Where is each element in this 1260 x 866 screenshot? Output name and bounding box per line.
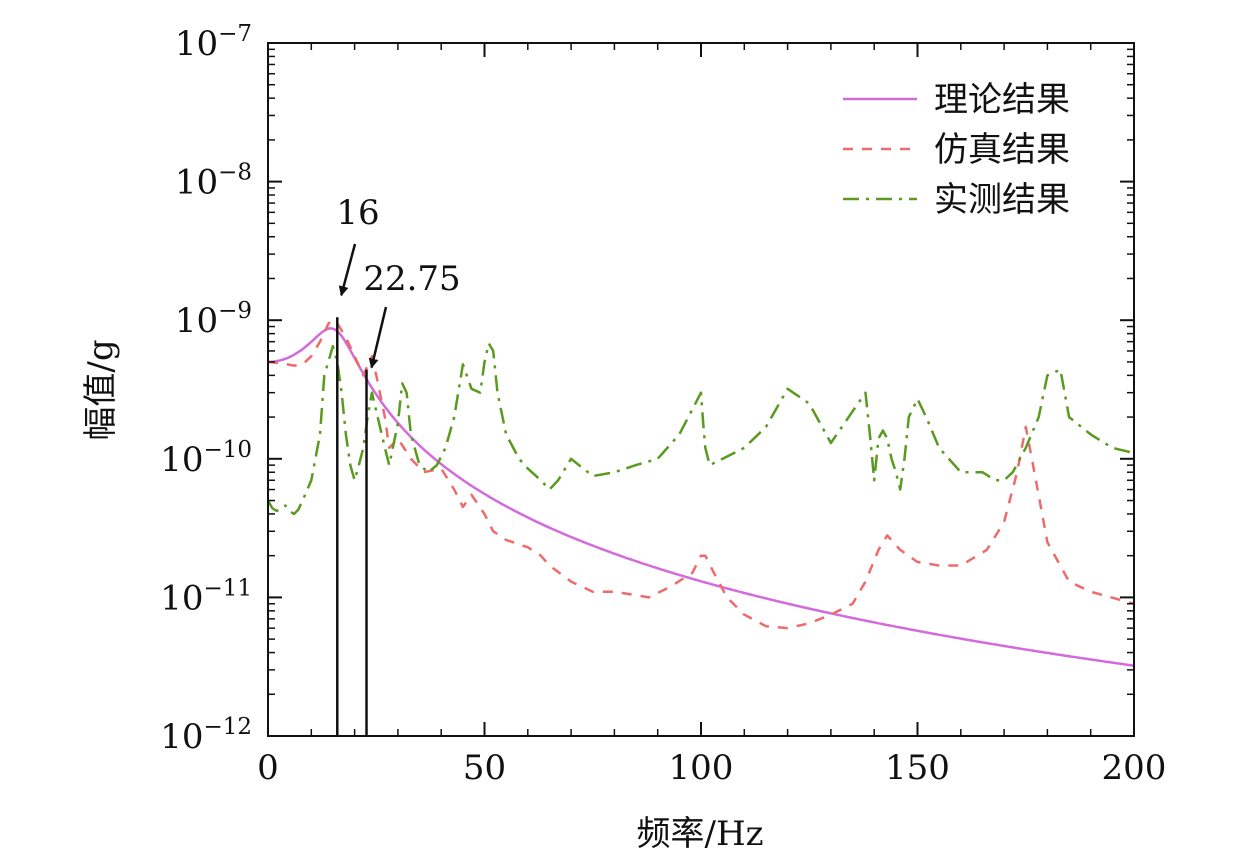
resonance-label: 16 [336, 193, 379, 233]
legend-label-2: 仿真结果 [934, 130, 1070, 170]
secondary-label: 22.75 [363, 259, 460, 299]
y-tick-label: 10−7 [175, 21, 252, 64]
y-tick-label: 10−11 [160, 575, 252, 618]
x-tick-label: 0 [257, 748, 279, 788]
x-tick-label: 50 [463, 748, 506, 788]
y-tick-label: 10−9 [175, 298, 252, 341]
axis-ticks [267, 42, 1135, 737]
annotations: 16 22.75 [336, 193, 461, 736]
y-axis-title: 幅值/g [81, 339, 121, 440]
secondary-marker-arrow [368, 306, 388, 369]
legend-label-3: 实测结果 [934, 180, 1070, 220]
y-tick-label: 10−8 [175, 160, 252, 203]
x-axis-title: 频率/Hz [636, 814, 763, 854]
x-tick-label: 200 [1102, 748, 1167, 788]
x-tick-label: 150 [885, 748, 950, 788]
series-line-3 [268, 342, 1134, 516]
series-line-2 [268, 318, 1134, 630]
series-line-1 [268, 327, 1134, 667]
x-tick-label: 100 [669, 748, 734, 788]
y-tick-label: 10−12 [160, 714, 252, 757]
resonance-marker-arrow [338, 243, 357, 297]
legend-label-1: 理论结果 [934, 80, 1070, 120]
axis-tick-labels: 0 50 100 150 200 10−7 10−8 10−9 10−10 10−11 10−12 [160, 21, 1166, 788]
y-tick-label: 10−10 [160, 437, 252, 480]
plot-area [268, 318, 1134, 667]
